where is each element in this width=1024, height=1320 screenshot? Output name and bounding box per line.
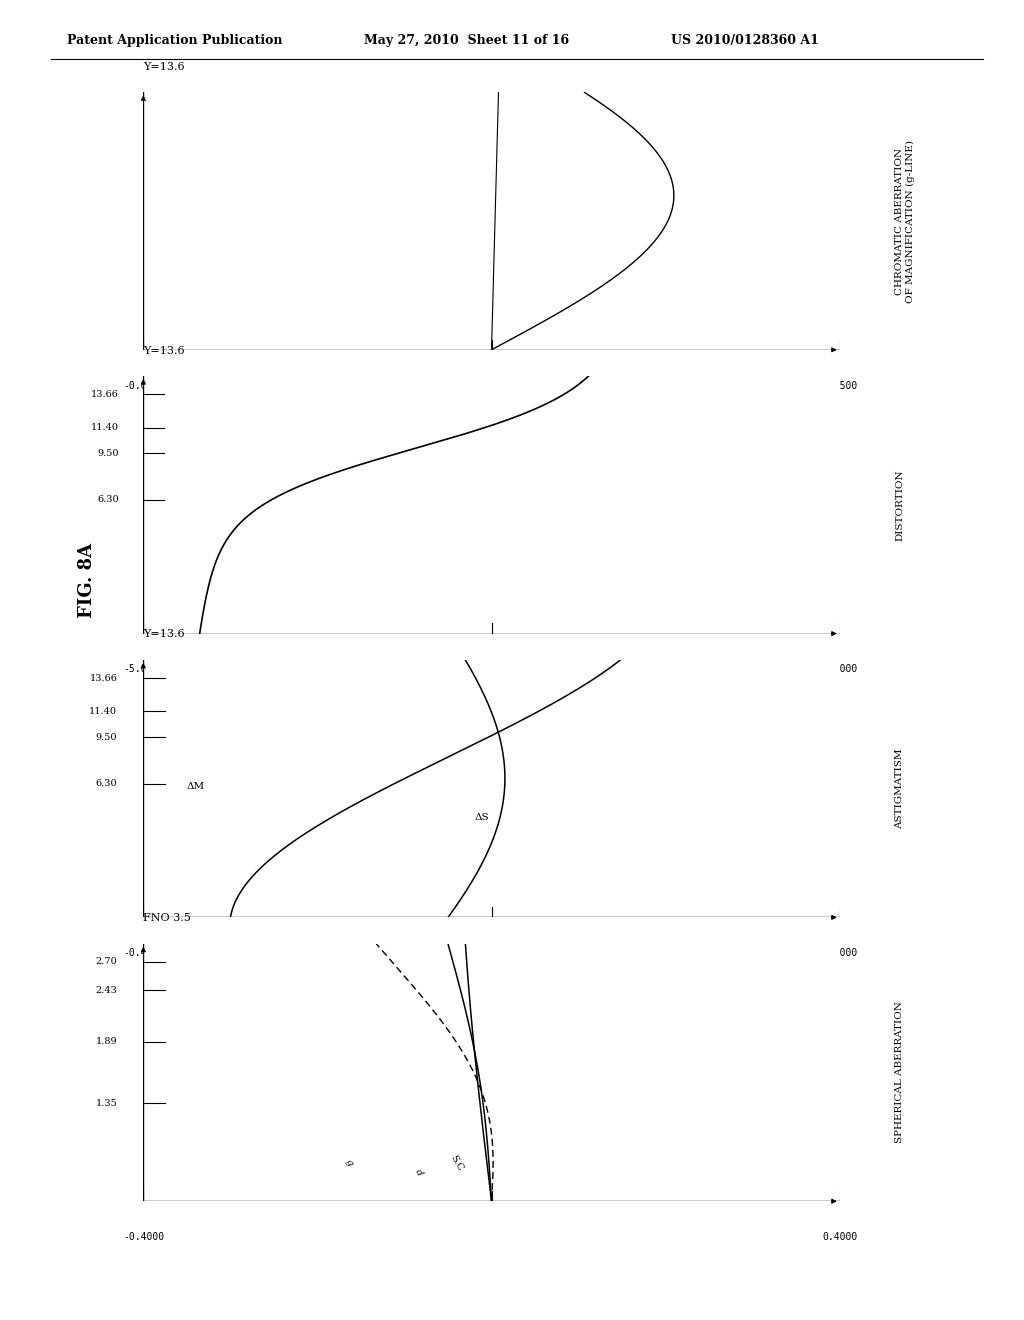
Text: S.C: S.C [449, 1154, 464, 1172]
Text: 2.43: 2.43 [95, 986, 117, 995]
Text: FNO 3.5: FNO 3.5 [143, 913, 191, 923]
Text: FIG. 8A: FIG. 8A [78, 544, 96, 618]
Text: g: g [344, 1158, 354, 1167]
Text: 1.89: 1.89 [95, 1038, 117, 1047]
Text: DISTORTION: DISTORTION [895, 469, 904, 541]
Text: 6.30: 6.30 [97, 495, 119, 504]
Text: -0.4000: -0.4000 [123, 948, 164, 958]
Text: SPHERICAL ABERRATION: SPHERICAL ABERRATION [895, 1002, 904, 1143]
Text: d: d [413, 1168, 424, 1177]
Text: 13.66: 13.66 [89, 673, 117, 682]
Text: Y=13.6: Y=13.6 [143, 62, 185, 71]
Text: ΔM: ΔM [187, 781, 205, 791]
Text: 9.50: 9.50 [96, 733, 117, 742]
Text: -0.0500: -0.0500 [123, 380, 164, 391]
Text: Y=13.6: Y=13.6 [143, 346, 185, 355]
Text: Y=13.6: Y=13.6 [143, 630, 185, 639]
Text: -0.4000: -0.4000 [123, 1232, 164, 1242]
Text: US 2010/0128360 A1: US 2010/0128360 A1 [671, 33, 818, 46]
Text: 0.4000: 0.4000 [822, 948, 857, 958]
Text: 6.30: 6.30 [95, 779, 117, 788]
Text: -5.0000: -5.0000 [123, 664, 164, 675]
Text: CHROMATIC ABERRATION
OF MAGNIFICATION (g-LINE): CHROMATIC ABERRATION OF MAGNIFICATION (g… [895, 140, 914, 302]
Text: 11.40: 11.40 [89, 708, 117, 715]
Text: 0.4000: 0.4000 [822, 1232, 857, 1242]
Text: May 27, 2010  Sheet 11 of 16: May 27, 2010 Sheet 11 of 16 [364, 33, 568, 46]
Text: 5.0000: 5.0000 [822, 664, 857, 675]
Text: Patent Application Publication: Patent Application Publication [67, 33, 282, 46]
Text: 1.35: 1.35 [95, 1098, 117, 1107]
Text: 2.70: 2.70 [95, 957, 117, 966]
Text: 0.0500: 0.0500 [822, 380, 857, 391]
Text: ASTIGMATISM: ASTIGMATISM [895, 748, 904, 829]
Text: ΔS: ΔS [474, 813, 488, 821]
Text: 9.50: 9.50 [97, 449, 119, 458]
Text: 13.66: 13.66 [91, 389, 119, 399]
Text: 11.40: 11.40 [91, 424, 119, 432]
